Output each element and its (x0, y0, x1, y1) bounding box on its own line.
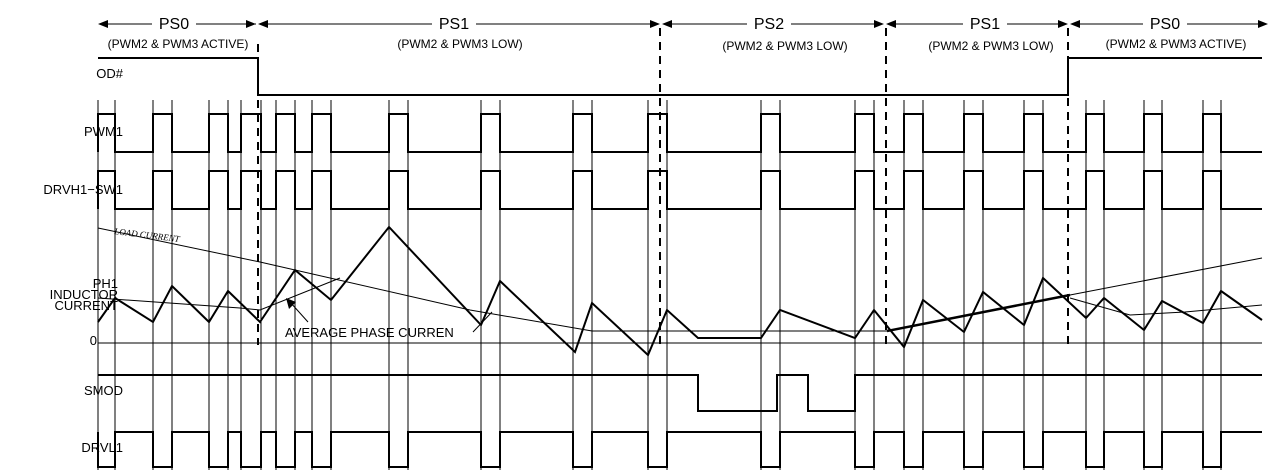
label-od: OD# (96, 66, 124, 81)
state-header: PS0 PS1 PS2 PS1 PS0 (PWM2 & PWM3 ACTIVE)… (98, 12, 1268, 53)
state-ps0-return-note: (PWM2 & PWM3 ACTIVE) (1106, 37, 1247, 51)
label-drvl1: DRVL1 (81, 440, 123, 455)
smod-waveform (98, 374, 1262, 412)
average-phase-pointer (472, 311, 493, 333)
state-ps1: PS1 (439, 16, 469, 33)
state-ps1-return-note: (PWM2 & PWM3 LOW) (928, 39, 1053, 53)
state-ps0-return: PS0 (1150, 16, 1180, 33)
load-current-label: LOAD CURRENT (113, 226, 181, 244)
label-drvh1-sw1: DRVH1−SW1 (43, 182, 123, 197)
average-phase-current-line (97, 277, 341, 311)
state-ps1-return: PS1 (970, 16, 1000, 33)
state-ps0: PS0 (159, 16, 189, 33)
label-current: CURRENT (54, 298, 118, 313)
state-ps0-note: (PWM2 & PWM3 ACTIVE) (108, 37, 249, 51)
drvh1-sw1-waveform (97, 170, 1262, 210)
state-ps1-note: (PWM2 & PWM3 LOW) (397, 37, 522, 51)
ph1-inductor-current (97, 225, 1263, 357)
average-phase-arrow (286, 298, 309, 323)
state-ps2: PS2 (754, 16, 784, 33)
average-phase-current-label: AVERAGE PHASE CURREN (285, 325, 454, 340)
od-waveform (98, 57, 1262, 96)
drvl1-waveform (97, 431, 1262, 468)
label-zero: 0 (90, 333, 97, 348)
signal-labels: OD# PWM1 DRVH1−SW1 PH1 INDUCTOR CURRENT … (43, 66, 123, 455)
pwm1-waveform (97, 113, 1262, 153)
label-smod: SMOD (84, 383, 123, 398)
state-ps2-note: (PWM2 & PWM3 LOW) (722, 39, 847, 53)
average-phase-current-ramp (886, 293, 1071, 333)
average-phase-current-tail (1069, 297, 1263, 316)
label-ph1: PH1 (93, 276, 118, 291)
label-pwm1: PWM1 (84, 124, 123, 139)
